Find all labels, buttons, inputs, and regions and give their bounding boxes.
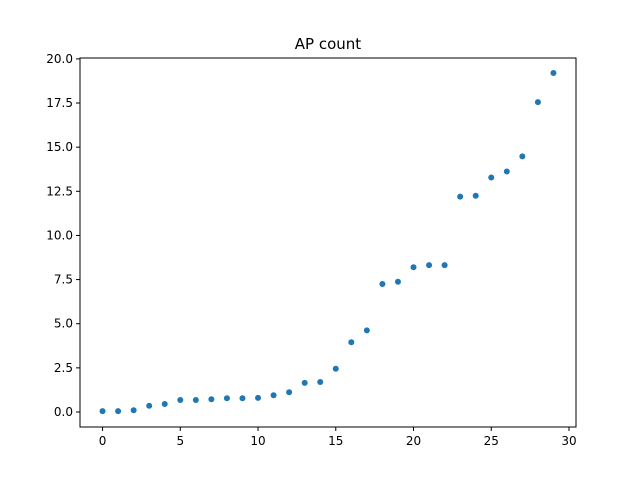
data-point bbox=[332, 365, 339, 372]
data-point bbox=[550, 70, 557, 77]
data-point bbox=[301, 379, 308, 386]
y-tick-label: 20.0 bbox=[46, 52, 73, 66]
y-tick-label: 15.0 bbox=[46, 140, 73, 154]
x-tick-label: 10 bbox=[250, 434, 265, 448]
data-point bbox=[130, 407, 137, 414]
x-axis: 0 5 10 15 20 25 30 bbox=[99, 427, 577, 448]
y-tick-label: 17.5 bbox=[46, 96, 73, 110]
y-tick-label: 0.0 bbox=[54, 405, 73, 419]
data-point bbox=[161, 401, 168, 408]
data-point bbox=[519, 153, 526, 160]
data-point bbox=[286, 389, 293, 396]
y-axis: 0.0 2.5 5.0 7.5 10.0 12.5 15.0 17.5 20.0 bbox=[46, 52, 80, 419]
x-tick-label: 30 bbox=[561, 434, 576, 448]
y-tick-label: 10.0 bbox=[46, 228, 73, 242]
data-point bbox=[192, 396, 199, 403]
y-tick-label: 5.0 bbox=[54, 317, 73, 331]
data-point bbox=[472, 192, 479, 199]
data-point bbox=[208, 396, 215, 403]
data-point bbox=[255, 394, 262, 401]
data-point bbox=[115, 408, 122, 415]
data-point bbox=[270, 392, 277, 399]
data-point bbox=[363, 327, 370, 334]
x-tick-label: 25 bbox=[484, 434, 499, 448]
data-point bbox=[410, 264, 417, 271]
y-tick-label: 12.5 bbox=[46, 184, 73, 198]
x-tick-label: 15 bbox=[328, 434, 343, 448]
data-point bbox=[457, 193, 464, 200]
data-point bbox=[223, 395, 230, 402]
data-point bbox=[317, 378, 324, 385]
data-point bbox=[394, 278, 401, 285]
data-point bbox=[239, 395, 246, 402]
plot-frame bbox=[79, 57, 577, 428]
data-point bbox=[348, 339, 355, 346]
data-point bbox=[441, 262, 448, 269]
data-point bbox=[534, 99, 541, 106]
chart-title: AP count bbox=[295, 35, 362, 53]
y-tick-label: 2.5 bbox=[54, 361, 73, 375]
x-tick-label: 5 bbox=[176, 434, 184, 448]
x-tick-label: 0 bbox=[99, 434, 107, 448]
x-tick-label: 20 bbox=[406, 434, 421, 448]
data-points bbox=[99, 70, 557, 415]
data-point bbox=[426, 262, 433, 269]
data-point bbox=[177, 396, 184, 403]
y-tick-label: 7.5 bbox=[54, 273, 73, 287]
data-point bbox=[488, 174, 495, 181]
data-point bbox=[146, 402, 153, 409]
data-point bbox=[99, 408, 106, 415]
data-point bbox=[379, 280, 386, 287]
data-point bbox=[503, 168, 510, 175]
